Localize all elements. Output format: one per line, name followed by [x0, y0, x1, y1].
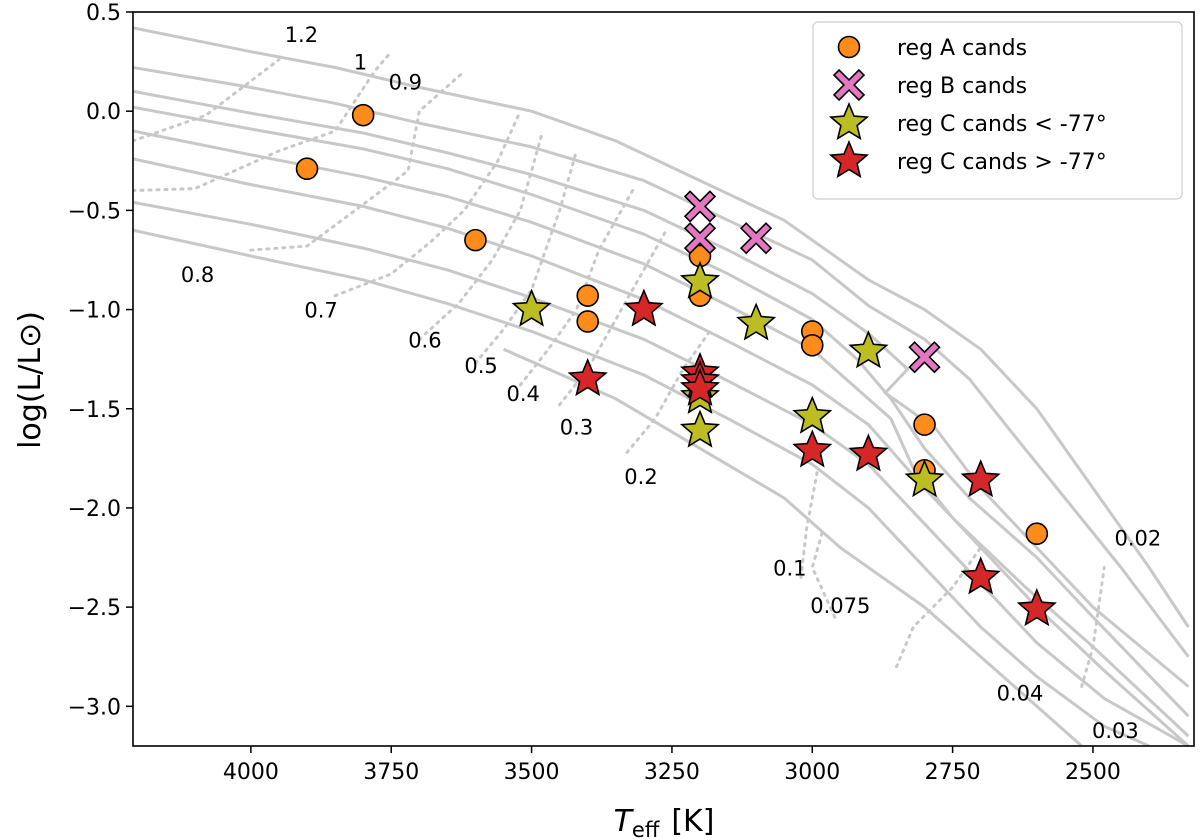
mass-label: 0.3 — [560, 416, 593, 440]
x-tick-label: 2500 — [1065, 760, 1121, 785]
data-markers — [295, 103, 1057, 627]
mass-track-8 — [625, 327, 713, 454]
point-series-3-8 — [960, 556, 1001, 595]
x-tick-label: 2750 — [925, 760, 981, 785]
x-tick-label: 3250 — [644, 760, 700, 785]
point-series-1-1 — [683, 222, 717, 255]
mass-label: 0.9 — [389, 70, 422, 94]
isochrone-line-5 — [133, 157, 1190, 746]
y-tick-label: −0.5 — [68, 199, 121, 224]
x-axis-label-unit: [K] — [671, 804, 714, 839]
y-tick-label: 0.5 — [86, 1, 121, 26]
mass-tracks — [133, 50, 1106, 688]
legend-box — [812, 21, 1183, 200]
point-series-3-9 — [1016, 588, 1057, 627]
y-tick-label: 0.0 — [86, 100, 121, 125]
mass-track-3 — [333, 109, 522, 298]
mass-label: 1.2 — [285, 23, 318, 47]
mass-label: 0.5 — [464, 354, 497, 378]
point-series-2-4 — [792, 395, 833, 434]
mass-label: 0.4 — [506, 382, 539, 406]
mass-label: 0.04 — [997, 681, 1044, 705]
point-series-0-2 — [464, 228, 487, 252]
point-series-1-2 — [739, 222, 773, 255]
point-series-0-9 — [913, 413, 936, 436]
legend-marker-3 — [828, 139, 870, 179]
mass-track-2 — [249, 70, 466, 252]
legend-marker-0 — [837, 35, 861, 59]
mass-track-4 — [417, 129, 545, 341]
point-series-2-3 — [848, 330, 889, 369]
point-series-0-8 — [800, 333, 824, 357]
mass-label: 0.02 — [1115, 527, 1162, 551]
point-series-3-1 — [567, 357, 608, 397]
plot-frame — [132, 11, 1195, 747]
point-series-3-0 — [623, 288, 664, 327]
point-series-2-0 — [511, 288, 552, 327]
isochrone-line-8 — [502, 347, 1083, 746]
x-tick-label: 3500 — [504, 760, 560, 785]
mass-label: 1 — [354, 51, 367, 75]
point-series-3-6 — [848, 433, 889, 472]
y-tick-label: −1.5 — [68, 398, 121, 423]
isochrone-line-0 — [133, 26, 1190, 628]
point-series-2-1 — [679, 260, 721, 299]
legend: reg A cands reg B cands reg C cands < -77°… — [812, 21, 1183, 200]
mass-labels: 1.2 1 0.9 0.8 0.7 0.6 0.5 0.4 0.3 0.2 0.10.075 0.04… — [181, 23, 1161, 743]
x-axis-label-main: T — [614, 804, 635, 839]
x-tick-label: 3750 — [363, 760, 419, 785]
legend-marker-2 — [828, 101, 870, 141]
mass-label: 0.1 — [773, 556, 806, 580]
point-series-3-4 — [679, 367, 721, 406]
mass-label: 0.075 — [810, 594, 870, 618]
x-axis-label-sub: eff — [632, 818, 660, 840]
mass-label: 0.6 — [408, 328, 441, 352]
mass-track-0 — [133, 58, 281, 143]
x-tick-label: 4000 — [223, 760, 279, 785]
isochrone-line-7 — [133, 228, 1150, 746]
legend-label-2: reg C cands < -77° — [897, 112, 1107, 137]
point-series-2-5 — [904, 459, 945, 498]
point-series-1-3 — [908, 341, 941, 374]
legend-marker-1 — [832, 68, 866, 102]
point-series-0-11 — [1025, 522, 1049, 546]
point-series-2-7 — [679, 409, 721, 448]
point-series-0-3 — [576, 284, 600, 307]
mass-track-7 — [558, 228, 668, 407]
y-tick-label: −3.0 — [68, 695, 121, 720]
isochrone-line-3 — [133, 105, 1190, 718]
point-series-1-0 — [683, 190, 717, 223]
mass-track-11 — [895, 546, 983, 669]
point-series-0-4 — [576, 310, 600, 333]
isochrone-line-4 — [133, 129, 1190, 738]
y-axis-label: log(L/L⊙) — [13, 311, 48, 449]
y-tick-label: −1.0 — [68, 299, 121, 324]
isochrone-line-6 — [133, 200, 1190, 746]
point-series-2-2 — [736, 302, 777, 341]
mass-track-9 — [799, 466, 820, 579]
isochrone-line-2 — [133, 89, 1190, 688]
mass-track-10 — [810, 526, 837, 619]
y-tick-label: −2.5 — [68, 596, 121, 621]
point-series-3-5 — [792, 429, 833, 468]
mass-label: 0.2 — [624, 465, 657, 489]
point-series-0-1 — [295, 157, 319, 181]
x-axis-label: Teff [K] — [614, 804, 715, 840]
point-series-3-7 — [960, 459, 1001, 498]
legend-label-3: reg C cands > -77° — [897, 150, 1107, 175]
mass-label: 0.7 — [304, 299, 337, 323]
mass-label: 0.03 — [1092, 719, 1139, 743]
mass-label: 0.8 — [181, 263, 214, 287]
legend-label-1: reg B cands — [897, 74, 1027, 99]
x-tick-label: 3000 — [784, 760, 840, 785]
legend-label-0: reg A cands — [897, 36, 1027, 61]
point-series-0-0 — [351, 103, 375, 127]
y-tick-label: −2.0 — [68, 497, 121, 522]
axes: 4000 3750 3500 3250 3000 2750 2500 0.5 0.0 −0.5 −1… — [68, 1, 1121, 785]
mass-track-1 — [133, 50, 393, 192]
